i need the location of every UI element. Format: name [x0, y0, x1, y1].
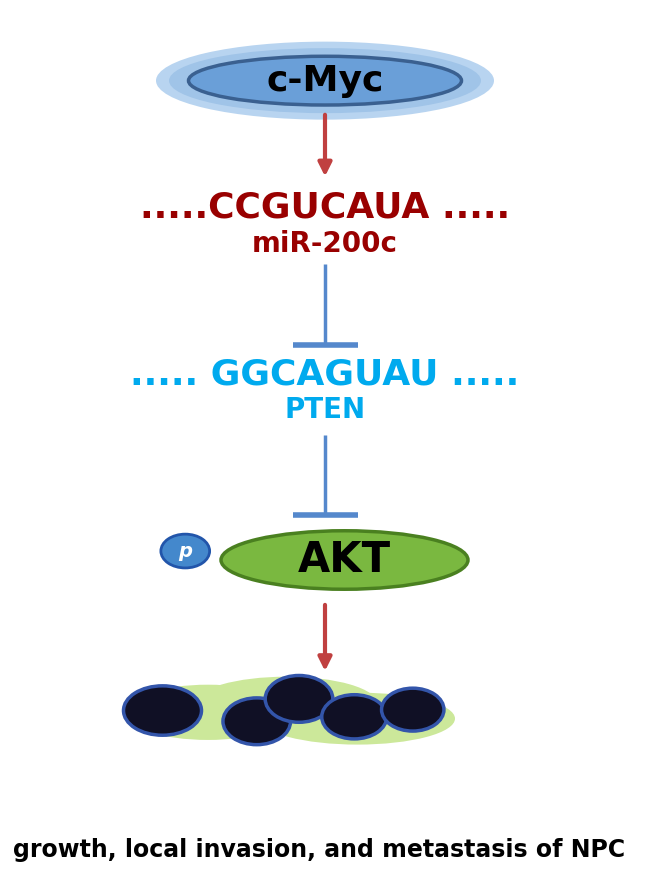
Ellipse shape — [169, 48, 481, 113]
Ellipse shape — [322, 694, 387, 739]
Ellipse shape — [223, 698, 291, 745]
Text: ..... GGCAGUAU .....: ..... GGCAGUAU ..... — [131, 358, 519, 392]
Text: PTEN: PTEN — [285, 396, 365, 425]
Text: AKT: AKT — [298, 539, 391, 581]
Text: c-Myc: c-Myc — [266, 64, 384, 98]
Ellipse shape — [124, 685, 202, 736]
Ellipse shape — [260, 693, 455, 745]
Ellipse shape — [124, 685, 292, 740]
Ellipse shape — [161, 534, 209, 568]
Ellipse shape — [156, 41, 494, 120]
Ellipse shape — [382, 688, 444, 731]
Text: growth, local invasion, and metastasis of NPC: growth, local invasion, and metastasis o… — [13, 838, 625, 862]
Ellipse shape — [188, 56, 462, 105]
Ellipse shape — [265, 676, 333, 722]
Text: miR-200c: miR-200c — [252, 229, 398, 258]
Text: p: p — [178, 541, 192, 561]
Text: .....CCGUCAUA .....: .....CCGUCAUA ..... — [140, 191, 510, 225]
Ellipse shape — [195, 676, 377, 730]
Ellipse shape — [221, 530, 468, 590]
